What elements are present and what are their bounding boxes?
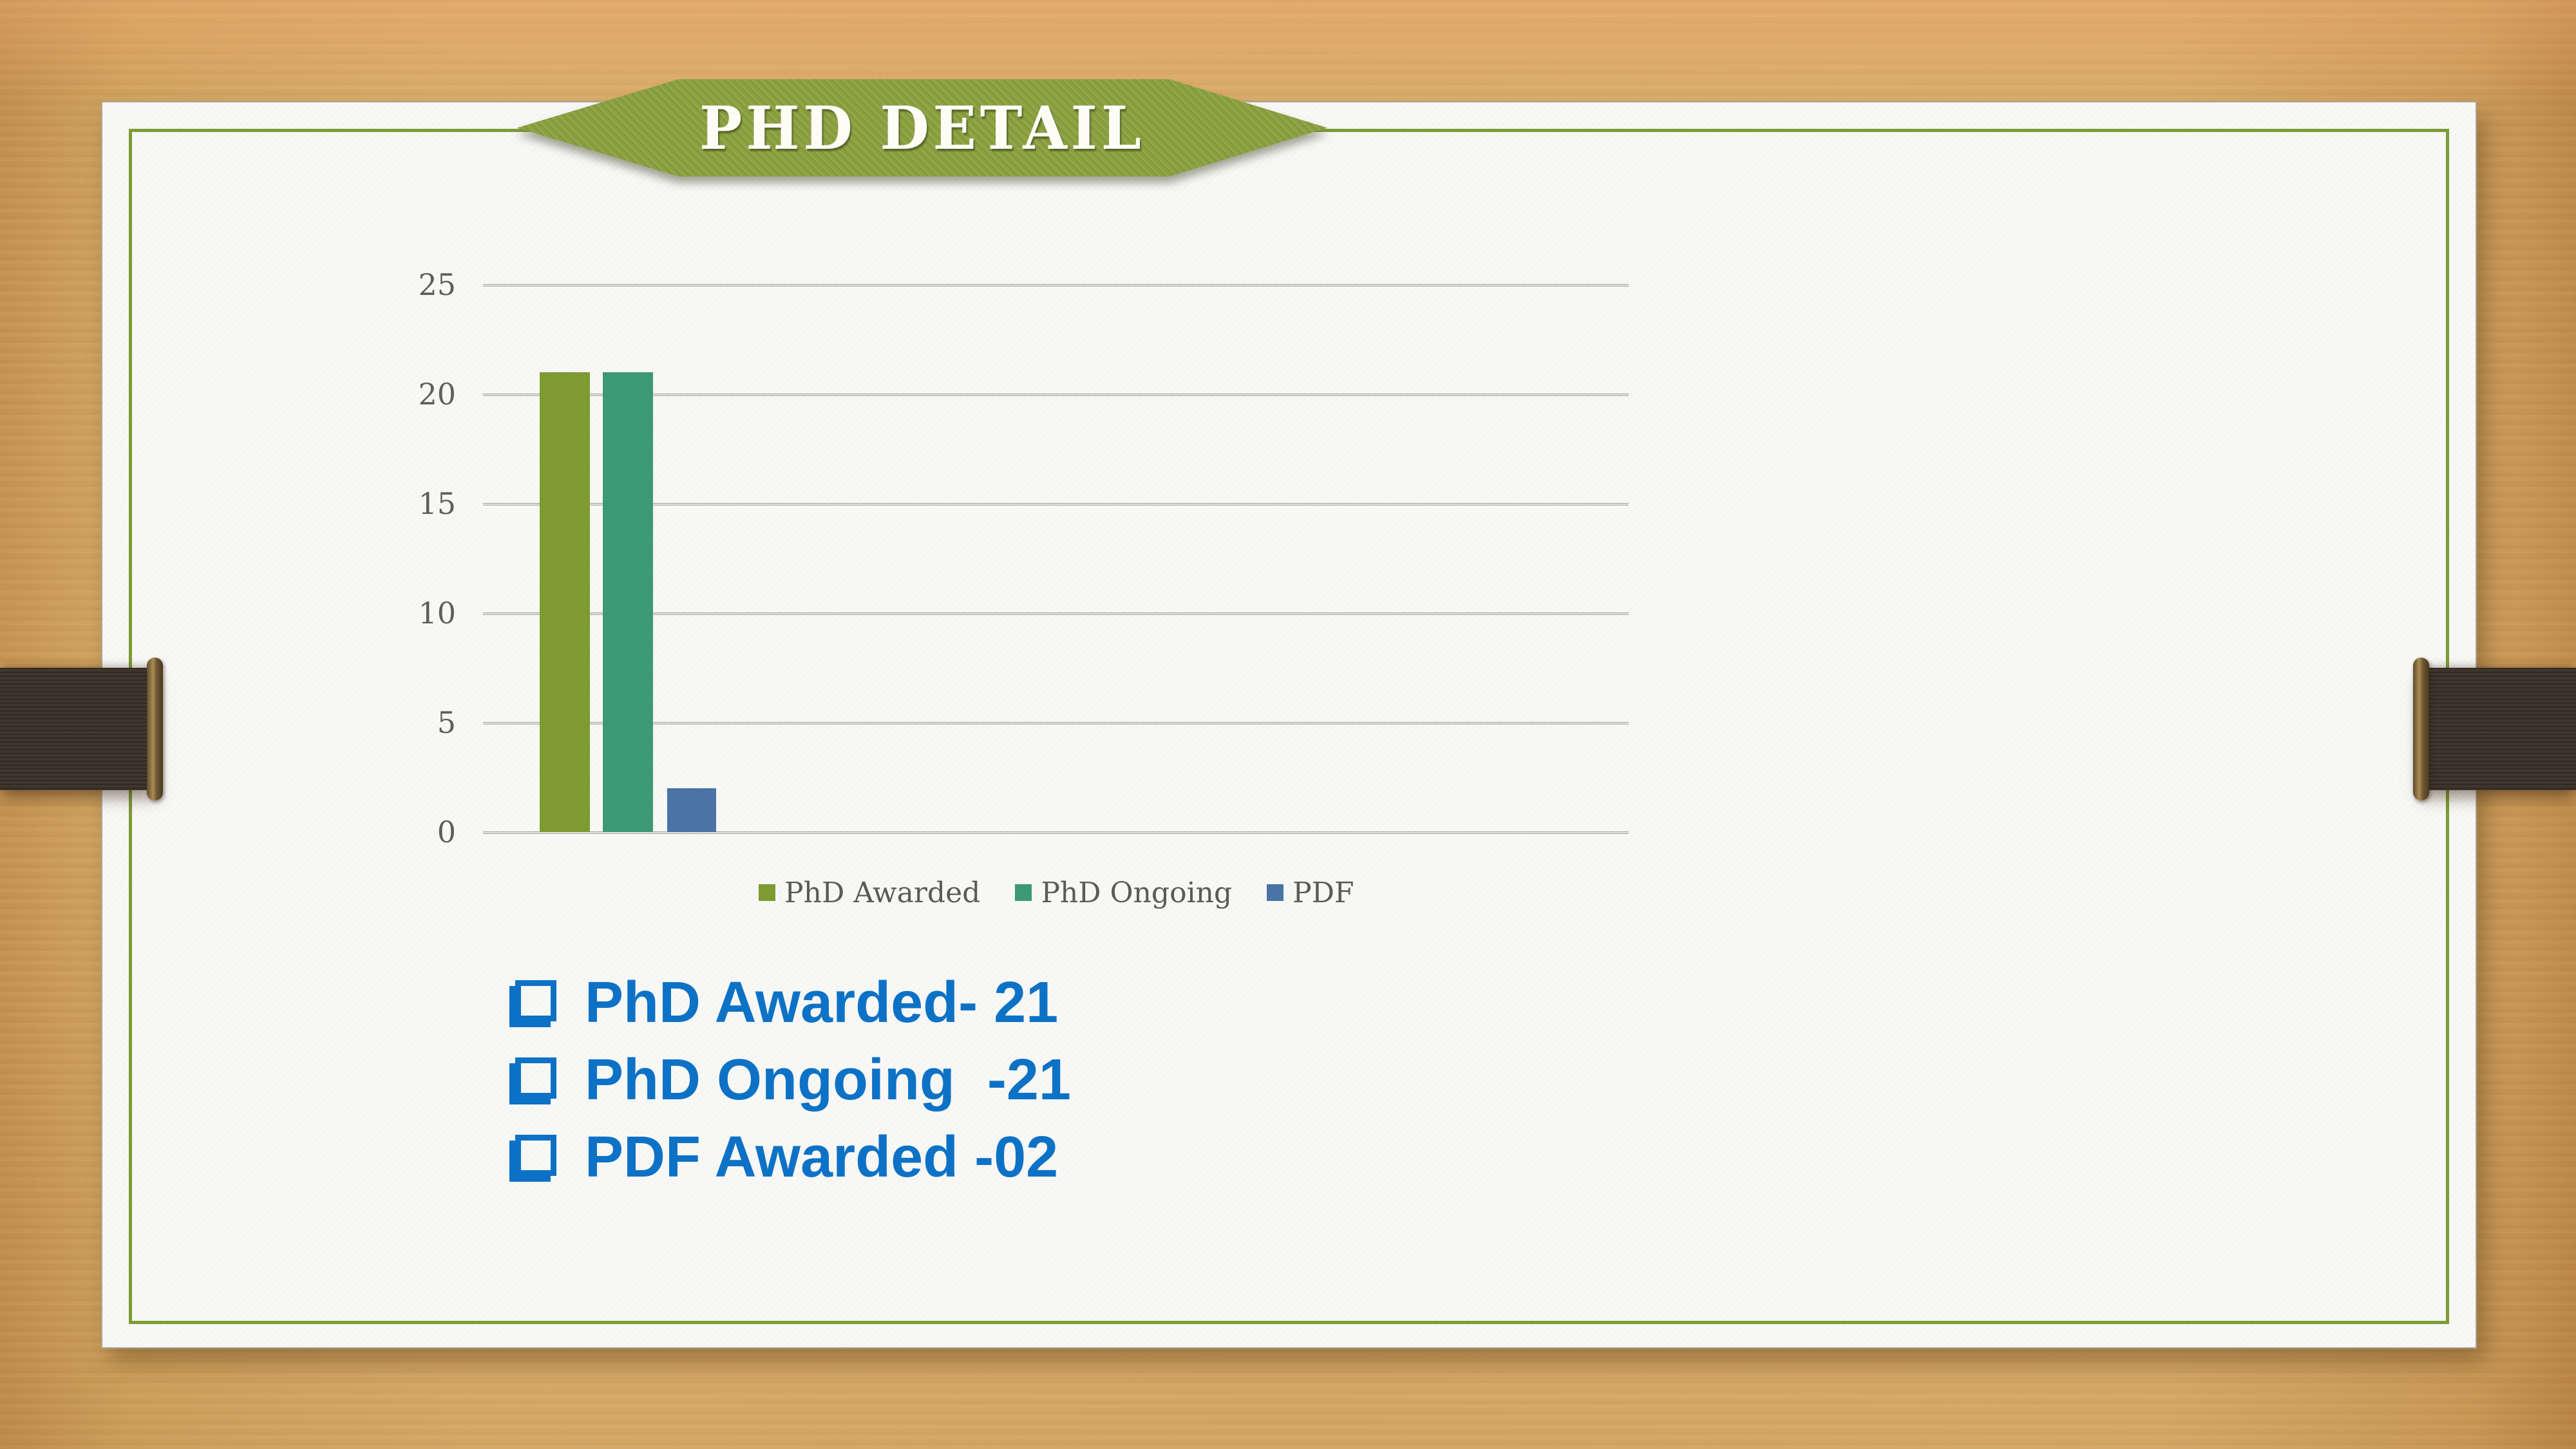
y-axis-label: 25 xyxy=(418,267,456,302)
chart-gridline xyxy=(483,503,1629,506)
legend-label: PhD Awarded xyxy=(784,876,981,909)
bullet-text: PhD Ongoing -21 xyxy=(585,1048,1071,1112)
chart-legend: PhD Awarded PhD Ongoing PDF xyxy=(759,876,1354,909)
bullet-square-icon xyxy=(515,1057,556,1099)
legend-swatch-blue-icon xyxy=(1267,884,1284,901)
right-strap-buckle xyxy=(2413,658,2429,800)
y-axis-label: 10 xyxy=(418,596,456,630)
chart-gridline xyxy=(483,722,1629,724)
bar-phd-awarded xyxy=(540,372,590,832)
title-banner: PHD DETAIL xyxy=(517,79,1327,176)
bullet-text: PDF Awarded -02 xyxy=(585,1125,1059,1189)
y-axis-label: 0 xyxy=(437,815,456,849)
y-axis-label: 15 xyxy=(418,486,456,521)
banner-ribbon-shape: PHD DETAIL xyxy=(517,79,1327,176)
legend-swatch-teal-icon xyxy=(1015,884,1032,901)
legend-label: PDF xyxy=(1293,876,1354,909)
legend-label: PhD Ongoing xyxy=(1041,876,1233,909)
bullet-square-icon xyxy=(515,1135,556,1176)
bullet-square-icon xyxy=(515,980,556,1021)
page-title: PHD DETAIL xyxy=(699,93,1145,163)
left-strap-buckle xyxy=(147,658,163,800)
right-strap xyxy=(2418,668,2576,790)
slide-page xyxy=(101,101,2477,1349)
list-item: PDF Awarded -02 xyxy=(509,1128,1071,1186)
chart-gridline xyxy=(483,393,1629,396)
legend-item: PhD Awarded xyxy=(759,876,980,909)
y-axis-label: 20 xyxy=(418,377,456,412)
legend-item: PhD Ongoing xyxy=(1015,876,1232,909)
chart-axis-baseline xyxy=(483,831,1629,834)
bar-phd-ongoing xyxy=(603,372,653,832)
bullet-list: PhD Awarded- 21 PhD Ongoing -21 PDF Awar… xyxy=(509,974,1071,1206)
list-item: PhD Ongoing -21 xyxy=(509,1051,1071,1109)
legend-swatch-olive-icon xyxy=(759,884,775,901)
bar-pdf xyxy=(667,788,716,832)
left-strap xyxy=(0,668,158,790)
chart-gridline xyxy=(483,284,1629,287)
chart-gridline xyxy=(483,612,1629,615)
bullet-text: PhD Awarded- 21 xyxy=(585,971,1059,1035)
list-item: PhD Awarded- 21 xyxy=(509,974,1071,1032)
y-axis-label: 5 xyxy=(437,705,456,740)
slide-green-border xyxy=(129,129,2449,1324)
legend-item: PDF xyxy=(1267,876,1354,909)
